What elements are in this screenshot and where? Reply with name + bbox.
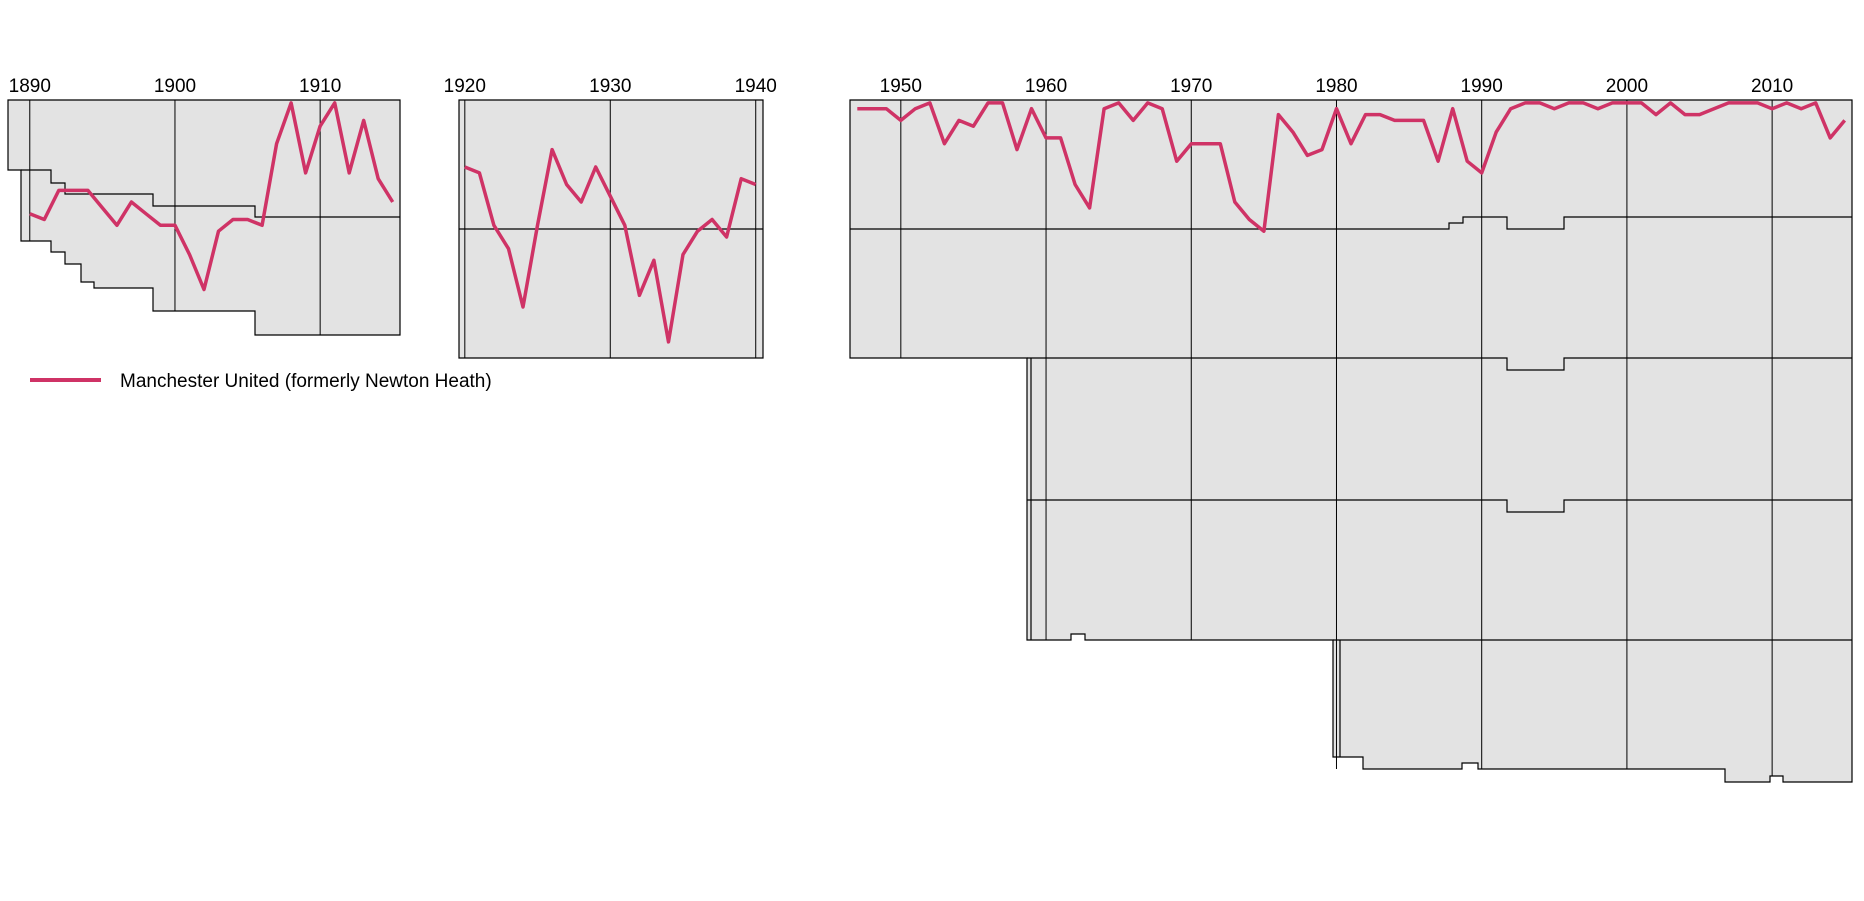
- division-boundary: [850, 216, 1852, 230]
- series-line-p3: [857, 101, 1847, 233]
- tick-label-1930: 1930: [589, 76, 631, 97]
- tick-label-2010: 2010: [1751, 76, 1793, 97]
- tick-label-1970: 1970: [1170, 76, 1212, 97]
- tick-label-1890: 1890: [9, 76, 51, 97]
- division-boundary: [1027, 499, 1852, 513]
- tick-label-1950: 1950: [880, 76, 922, 97]
- tick-label-1990: 1990: [1461, 76, 1503, 97]
- x-tick-labels: 1890 1900 1910 1920 1930 1940 1950 1960 1970 1980…: [9, 76, 1794, 97]
- series-line-p1: [29, 101, 395, 292]
- panel-frame-p2: [458, 99, 764, 359]
- tick-label-1900: 1900: [154, 76, 196, 97]
- tick-label-1980: 1980: [1315, 76, 1357, 97]
- tick-label-1910: 1910: [299, 76, 341, 97]
- background-field: [8, 100, 1852, 782]
- panel-frame-p1: [7, 99, 401, 336]
- tick-label-1960: 1960: [1025, 76, 1067, 97]
- series-lines: [29, 101, 1847, 344]
- legend-label: Manchester United (formerly Newton Heath…: [120, 371, 492, 392]
- division-frames: [7, 99, 1853, 783]
- panel-frame-p3: [849, 99, 1853, 783]
- panel-background-p3: [850, 100, 1852, 782]
- division-boundary: [1027, 357, 1852, 371]
- legend: Manchester United (formerly Newton Heath…: [30, 371, 492, 392]
- tick-label-2000: 2000: [1606, 76, 1648, 97]
- tick-label-1940: 1940: [735, 76, 777, 97]
- series-line-p2: [464, 147, 757, 344]
- division-boundary: [21, 169, 400, 218]
- tick-label-1920: 1920: [444, 76, 486, 97]
